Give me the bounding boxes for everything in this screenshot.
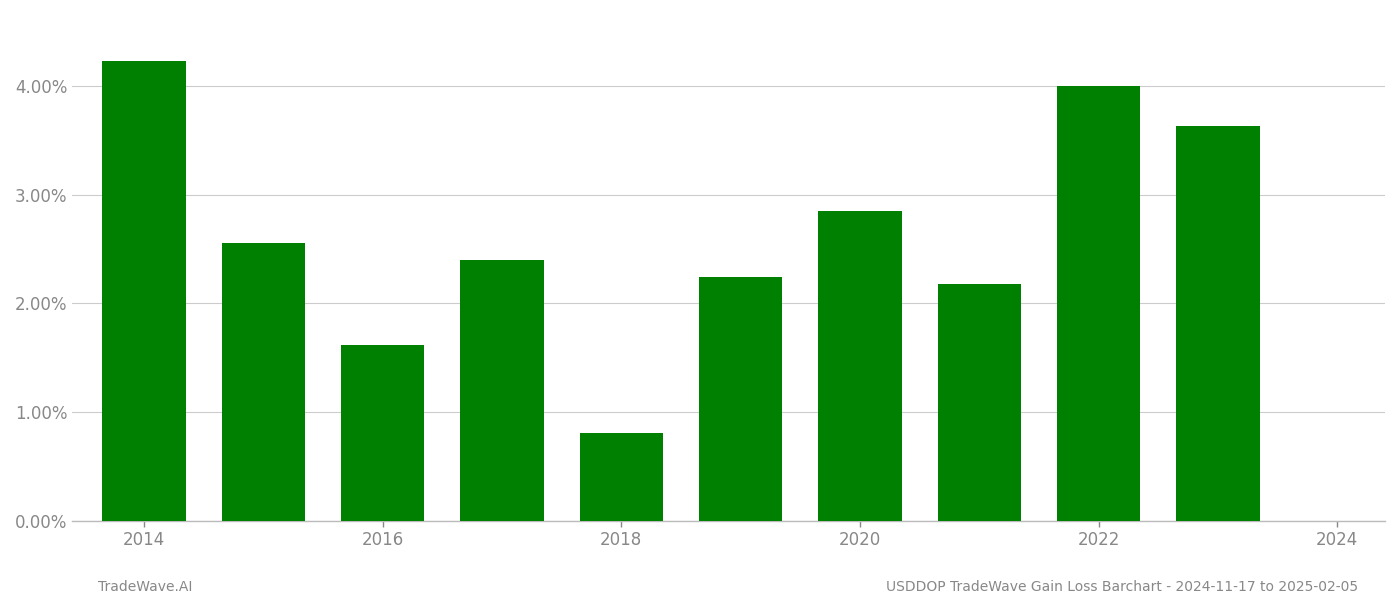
Bar — [938, 284, 1021, 521]
Bar — [221, 242, 305, 521]
Text: USDDOP TradeWave Gain Loss Barchart - 2024-11-17 to 2025-02-05: USDDOP TradeWave Gain Loss Barchart - 20… — [886, 580, 1358, 594]
Bar — [580, 433, 664, 521]
Bar — [699, 277, 783, 521]
Bar — [1176, 127, 1260, 521]
Bar — [1057, 86, 1141, 521]
Bar — [461, 260, 543, 521]
Bar — [340, 344, 424, 521]
Bar — [102, 61, 186, 521]
Bar — [818, 211, 902, 521]
Text: TradeWave.AI: TradeWave.AI — [98, 580, 192, 594]
